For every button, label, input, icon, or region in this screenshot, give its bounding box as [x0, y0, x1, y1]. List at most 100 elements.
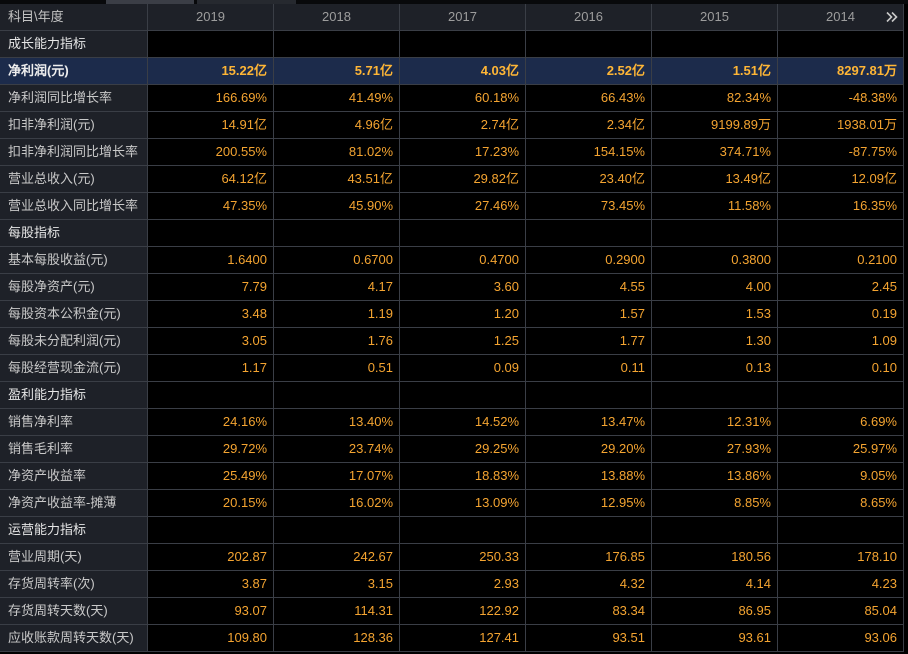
- value-2015: 27.93%: [652, 436, 778, 463]
- empty-cell: [526, 220, 652, 247]
- value-2019: 3.48: [148, 301, 274, 328]
- empty-cell: [652, 517, 778, 544]
- double-chevron-right-icon[interactable]: [886, 11, 898, 23]
- row-inventory-turnover[interactable]: 存货周转率(次) 3.87 3.15 2.93 4.32 4.14 4.23: [0, 571, 904, 598]
- row-roe[interactable]: 净资产收益率 25.49% 17.07% 18.83% 13.88% 13.86…: [0, 463, 904, 490]
- value-2017: 2.74亿: [400, 112, 526, 139]
- value-2019: 200.55%: [148, 139, 274, 166]
- table-header: 科目\年度 2019 2018 2017 2016 2015 2014: [0, 4, 904, 31]
- value-2017: 29.82亿: [400, 166, 526, 193]
- row-receivables-turnover-days[interactable]: 应收账款周转天数(天) 109.80 128.36 127.41 93.51 9…: [0, 625, 904, 652]
- row-label: 营业总收入(元): [0, 166, 148, 193]
- row-label: 销售净利率: [0, 409, 148, 436]
- row-label: 扣非净利润同比增长率: [0, 139, 148, 166]
- value-2019: 3.87: [148, 571, 274, 598]
- row-net-profit[interactable]: 净利润(元) 15.22亿 5.71亿 4.03亿 2.52亿 1.51亿 82…: [0, 58, 904, 85]
- row-label: 存货周转天数(天): [0, 598, 148, 625]
- row-deducted-net-profit[interactable]: 扣非净利润(元) 14.91亿 4.96亿 2.74亿 2.34亿 9199.8…: [0, 112, 904, 139]
- empty-cell: [526, 517, 652, 544]
- value-2017: 1.20: [400, 301, 526, 328]
- value-2014: 6.69%: [778, 409, 904, 436]
- tab-edge-active[interactable]: [106, 0, 194, 4]
- row-label: 净利润同比增长率: [0, 85, 148, 112]
- value-2014: 0.19: [778, 301, 904, 328]
- empty-cell: [778, 517, 904, 544]
- value-2014: -87.75%: [778, 139, 904, 166]
- value-2018: 1.76: [274, 328, 400, 355]
- value-2014: 12.09亿: [778, 166, 904, 193]
- row-label: 应收账款周转天数(天): [0, 625, 148, 652]
- row-total-revenue-yoy[interactable]: 营业总收入同比增长率 47.35% 45.90% 27.46% 73.45% 1…: [0, 193, 904, 220]
- value-2016: 83.34: [526, 598, 652, 625]
- year-header-2015: 2015: [652, 4, 778, 31]
- value-2017: 60.18%: [400, 85, 526, 112]
- value-2016: 2.52亿: [526, 58, 652, 85]
- empty-cell: [148, 220, 274, 247]
- empty-cell: [778, 220, 904, 247]
- value-2017: 27.46%: [400, 193, 526, 220]
- section-label: 每股指标: [0, 220, 148, 247]
- value-2015: 12.31%: [652, 409, 778, 436]
- year-header-2017: 2017: [400, 4, 526, 31]
- value-2014: 0.10: [778, 355, 904, 382]
- empty-cell: [400, 220, 526, 247]
- row-operating-cash-flow-per-share[interactable]: 每股经营现金流(元) 1.17 0.51 0.09 0.11 0.13 0.10: [0, 355, 904, 382]
- row-operating-cycle[interactable]: 营业周期(天) 202.87 242.67 250.33 176.85 180.…: [0, 544, 904, 571]
- row-net-profit-margin[interactable]: 销售净利率 24.16% 13.40% 14.52% 13.47% 12.31%…: [0, 409, 904, 436]
- value-2017: 29.25%: [400, 436, 526, 463]
- value-2018: 4.96亿: [274, 112, 400, 139]
- value-2015: 0.3800: [652, 247, 778, 274]
- empty-cell: [778, 382, 904, 409]
- value-2016: 2.34亿: [526, 112, 652, 139]
- row-gross-margin[interactable]: 销售毛利率 29.72% 23.74% 29.25% 29.20% 27.93%…: [0, 436, 904, 463]
- empty-cell: [652, 31, 778, 58]
- row-deducted-net-profit-yoy[interactable]: 扣非净利润同比增长率 200.55% 81.02% 17.23% 154.15%…: [0, 139, 904, 166]
- value-2018: 1.19: [274, 301, 400, 328]
- value-2018: 16.02%: [274, 490, 400, 517]
- row-inventory-turnover-days[interactable]: 存货周转天数(天) 93.07 114.31 122.92 83.34 86.9…: [0, 598, 904, 625]
- year-header-2016: 2016: [526, 4, 652, 31]
- tab-edge[interactable]: [197, 0, 296, 4]
- value-2016: 176.85: [526, 544, 652, 571]
- value-2017: 122.92: [400, 598, 526, 625]
- empty-cell: [652, 382, 778, 409]
- row-label: 每股经营现金流(元): [0, 355, 148, 382]
- value-2014: 25.97%: [778, 436, 904, 463]
- row-net-assets-per-share[interactable]: 每股净资产(元) 7.79 4.17 3.60 4.55 4.00 2.45: [0, 274, 904, 301]
- row-roe-diluted[interactable]: 净资产收益率-摊薄 20.15% 16.02% 13.09% 12.95% 8.…: [0, 490, 904, 517]
- year-header-2019: 2019: [148, 4, 274, 31]
- empty-cell: [274, 31, 400, 58]
- value-2017: 127.41: [400, 625, 526, 652]
- value-2017: 14.52%: [400, 409, 526, 436]
- value-2015: 82.34%: [652, 85, 778, 112]
- value-2018: 114.31: [274, 598, 400, 625]
- row-label: 每股资本公积金(元): [0, 301, 148, 328]
- value-2016: 0.11: [526, 355, 652, 382]
- row-total-revenue[interactable]: 营业总收入(元) 64.12亿 43.51亿 29.82亿 23.40亿 13.…: [0, 166, 904, 193]
- row-label: 净资产收益率-摊薄: [0, 490, 148, 517]
- row-capital-reserve-per-share[interactable]: 每股资本公积金(元) 3.48 1.19 1.20 1.57 1.53 0.19: [0, 301, 904, 328]
- value-2018: 128.36: [274, 625, 400, 652]
- empty-cell: [400, 382, 526, 409]
- section-label: 盈利能力指标: [0, 382, 148, 409]
- value-2015: 374.71%: [652, 139, 778, 166]
- value-2015: 13.49亿: [652, 166, 778, 193]
- value-2016: 13.47%: [526, 409, 652, 436]
- row-basic-eps[interactable]: 基本每股收益(元) 1.6400 0.6700 0.4700 0.2900 0.…: [0, 247, 904, 274]
- row-undistributed-profit-per-share[interactable]: 每股未分配利润(元) 3.05 1.76 1.25 1.77 1.30 1.09: [0, 328, 904, 355]
- value-2014: 16.35%: [778, 193, 904, 220]
- value-2019: 1.17: [148, 355, 274, 382]
- value-2014: 1.09: [778, 328, 904, 355]
- value-2019: 93.07: [148, 598, 274, 625]
- row-label: 营业周期(天): [0, 544, 148, 571]
- value-2015: 4.00: [652, 274, 778, 301]
- year-header-2014: 2014: [826, 9, 855, 24]
- empty-cell: [526, 382, 652, 409]
- value-2019: 166.69%: [148, 85, 274, 112]
- value-2015: 86.95: [652, 598, 778, 625]
- value-2014: 8.65%: [778, 490, 904, 517]
- value-2017: 0.4700: [400, 247, 526, 274]
- row-net-profit-yoy[interactable]: 净利润同比增长率 166.69% 41.49% 60.18% 66.43% 82…: [0, 85, 904, 112]
- tab-strip: [0, 0, 908, 4]
- row-label: 存货周转率(次): [0, 571, 148, 598]
